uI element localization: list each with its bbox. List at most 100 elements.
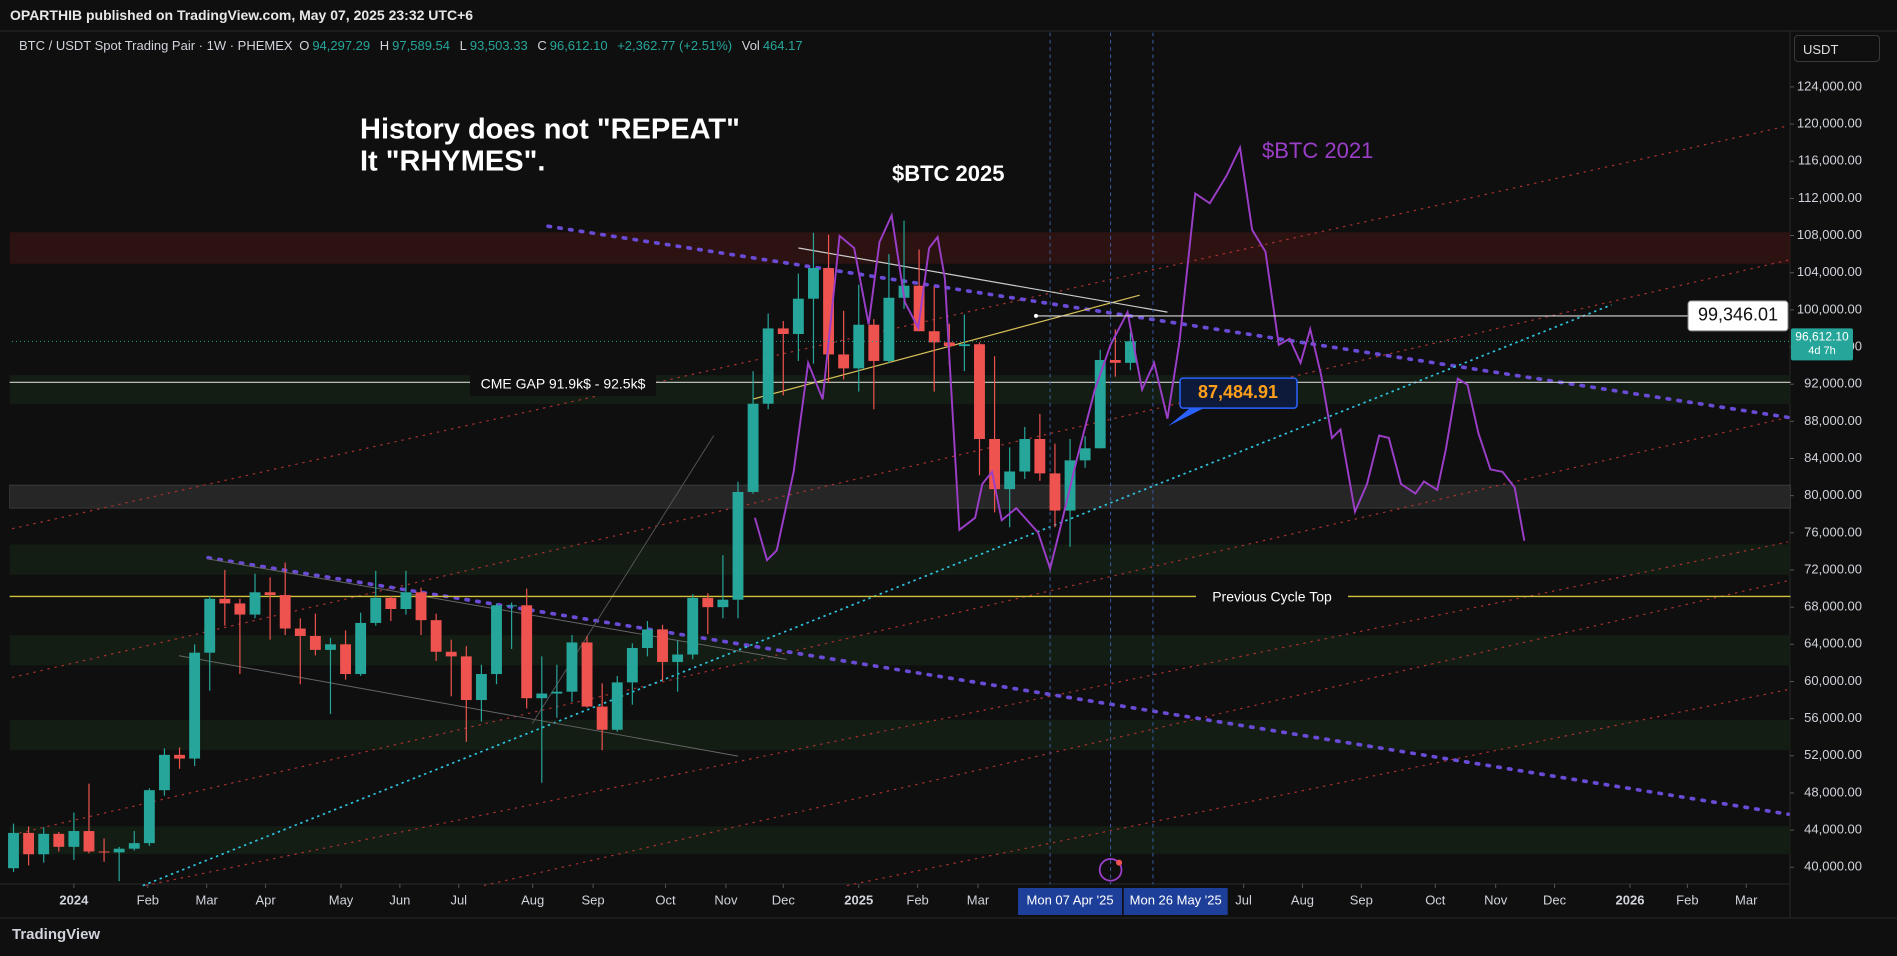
ohlc-key: C (537, 38, 547, 53)
zone (9, 719, 1791, 751)
ohlc-key: H (379, 38, 390, 53)
candle-body (868, 324, 880, 361)
y-tick-label: 52,000.00 (1804, 747, 1862, 762)
candle-body (83, 831, 95, 852)
candle-body (68, 831, 80, 847)
x-tick-label: 2026 (1616, 892, 1645, 907)
x-tick-label: Jun (389, 892, 410, 907)
x-tick-label: Dec (1543, 892, 1567, 907)
currency-button[interactable]: USDT (1794, 35, 1880, 62)
candle-body (672, 654, 684, 662)
candle-body (958, 344, 970, 347)
candle-body (8, 832, 19, 869)
candle-body (536, 693, 548, 699)
ohlc-value: 97,589.54 (392, 38, 451, 53)
candle-body (883, 297, 895, 361)
btc-2021-overlay (753, 144, 1526, 573)
candle-body (491, 605, 502, 675)
candle-body (475, 674, 487, 701)
zone (9, 635, 1791, 666)
candle-body (581, 642, 593, 707)
price-line-label: 99,346.01 (1698, 305, 1778, 325)
volume-key: Vol (741, 38, 760, 53)
y-tick-label: 108,000.00 (1797, 227, 1862, 242)
y-tick-label: 72,000.00 (1804, 561, 1862, 576)
candle-body (53, 833, 65, 847)
countdown-label: 4d 7h (1808, 345, 1836, 357)
ohlc-key: L (459, 38, 467, 53)
y-tick-label: 120,000.00 (1797, 115, 1862, 130)
candle-body (143, 790, 155, 844)
candle-body (928, 331, 940, 343)
callout-label: 87,484.91 (1198, 382, 1278, 402)
candle-body (415, 592, 427, 621)
candle-body (747, 403, 759, 492)
x-tick-label: 2024 (59, 892, 89, 907)
x-tick-label: Sep (582, 892, 605, 907)
change: +2,362.77 (+2.51%) (617, 38, 733, 53)
x-tick-label: Jul (450, 892, 467, 907)
publisher-line: OPARTHIB published on TradingView.com, M… (10, 7, 474, 23)
logo: TradingView (12, 926, 101, 943)
crosshair-label: Mon 07 Apr '25 (1027, 892, 1114, 907)
x-tick-label: Oct (655, 892, 676, 907)
candle-body (989, 438, 1001, 490)
candle-body (521, 605, 533, 699)
candle-body (385, 597, 397, 610)
candle-body (174, 754, 185, 759)
x-tick-label: Oct (1425, 892, 1446, 907)
x-tick-label: Feb (137, 892, 159, 907)
candle-body (777, 328, 789, 335)
candle-body (551, 691, 563, 694)
x-tick-label: 2025 (844, 892, 873, 907)
price-line-box (1687, 300, 1789, 332)
candle-body (853, 324, 865, 369)
ohlc-value: 93,503.33 (469, 38, 528, 53)
candle-body (1124, 341, 1136, 363)
y-tick-label: 104,000.00 (1797, 264, 1862, 279)
ohlc-key: O (299, 38, 310, 53)
x-tick-label: Nov (1484, 892, 1508, 907)
crosshair-label-bg (1018, 888, 1123, 915)
candle-body (792, 298, 804, 335)
candle-body (23, 832, 35, 855)
cycle-top-label: Previous Cycle Top (1212, 589, 1332, 605)
last-price-bg (1791, 328, 1853, 361)
trend-line (798, 247, 1168, 313)
price-line-anchor (1034, 313, 1038, 318)
symbol: BTC / USDT Spot Trading Pair · 1W · PHEM… (19, 38, 293, 53)
x-tick-label: Mar (1735, 892, 1758, 907)
x-tick-label: Apr (255, 892, 276, 907)
alert-icon (1098, 858, 1123, 882)
overlay-label: $BTC 2025 (892, 161, 1005, 186)
x-tick-label: Feb (906, 892, 928, 907)
zone (9, 232, 1791, 264)
label-bg (470, 374, 656, 396)
candle-body (264, 592, 276, 596)
candle-body (249, 592, 261, 615)
trend-line (546, 224, 1790, 420)
y-tick-label: 48,000.00 (1804, 784, 1862, 799)
candle-body (128, 843, 140, 849)
trend-line (531, 435, 715, 724)
candle-body (702, 597, 714, 608)
candle-body (38, 833, 50, 855)
candle-body (641, 629, 653, 649)
candle-body (838, 354, 850, 369)
candle-body (430, 620, 442, 652)
x-tick-label: Feb (1676, 892, 1698, 907)
candle-body (325, 644, 336, 650)
candle-body (1049, 473, 1061, 511)
crosshair-label-bg (1123, 888, 1228, 915)
y-tick-label: 68,000.00 (1804, 599, 1862, 614)
overlay-label: $BTC 2021 (1262, 138, 1373, 163)
candle-body (355, 622, 367, 675)
candle-body (400, 592, 412, 610)
candle-body (808, 268, 819, 299)
zone (9, 484, 1791, 509)
candle-body (1034, 438, 1046, 474)
candle-body (823, 268, 834, 355)
